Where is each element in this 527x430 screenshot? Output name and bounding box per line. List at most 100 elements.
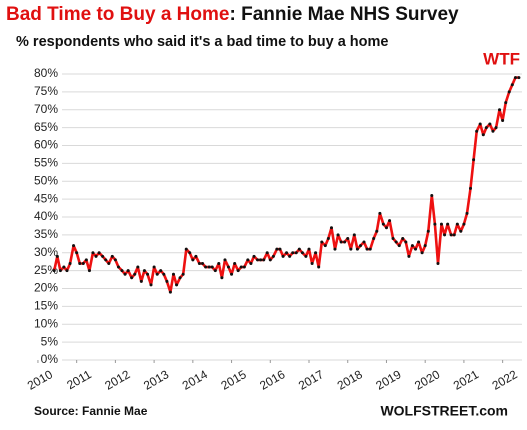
data-point xyxy=(410,244,414,248)
data-point xyxy=(501,118,505,122)
data-point xyxy=(149,283,153,287)
data-point xyxy=(91,251,95,255)
data-point xyxy=(55,254,59,258)
data-point xyxy=(75,251,79,255)
data-point xyxy=(168,290,172,294)
data-point xyxy=(184,247,188,251)
y-tick-label: 40% xyxy=(34,209,58,223)
data-point xyxy=(517,76,521,80)
annotation: WTF xyxy=(483,49,520,68)
y-tick-label: 30% xyxy=(34,245,58,259)
x-tick-label: 2022 xyxy=(490,367,520,393)
data-point xyxy=(133,272,137,276)
data-point xyxy=(494,126,498,130)
data-point xyxy=(65,269,69,273)
data-point xyxy=(462,222,466,226)
y-tick-label: 75% xyxy=(34,84,58,98)
y-tick-label: 45% xyxy=(34,191,58,205)
data-point xyxy=(97,251,101,255)
data-point xyxy=(388,219,392,223)
data-point xyxy=(152,265,156,269)
data-point xyxy=(349,247,353,251)
data-point xyxy=(329,226,333,230)
data-point xyxy=(155,272,159,276)
data-point xyxy=(113,258,117,262)
data-point xyxy=(320,240,324,244)
data-point xyxy=(62,265,66,269)
data-point xyxy=(478,122,482,126)
credit: WOLFSTREET.com xyxy=(380,403,508,419)
y-tick-label: 55% xyxy=(34,156,58,170)
data-point xyxy=(314,251,318,255)
data-point xyxy=(246,258,250,262)
data-point xyxy=(68,261,72,265)
data-point xyxy=(404,240,408,244)
data-point xyxy=(139,279,143,283)
data-point xyxy=(178,276,182,280)
data-point xyxy=(336,233,340,237)
data-point xyxy=(384,226,388,230)
data-point xyxy=(191,258,195,262)
data-point xyxy=(130,276,134,280)
data-point xyxy=(242,265,246,269)
data-point xyxy=(430,194,434,198)
data-point xyxy=(213,269,217,273)
data-point xyxy=(372,236,376,240)
data-point xyxy=(475,129,479,133)
data-point xyxy=(52,269,56,273)
data-point xyxy=(278,247,282,251)
data-point xyxy=(355,247,359,251)
data-point xyxy=(504,101,508,105)
data-point xyxy=(201,261,205,265)
y-tick-label: 50% xyxy=(34,173,58,187)
data-point xyxy=(233,261,237,265)
data-point xyxy=(468,186,472,190)
data-point xyxy=(510,83,514,87)
data-point xyxy=(110,254,114,258)
data-point xyxy=(465,211,469,215)
y-tick-label: 25% xyxy=(34,263,58,277)
data-point xyxy=(507,90,511,94)
data-point xyxy=(275,247,279,251)
data-point xyxy=(146,272,150,276)
data-point xyxy=(239,265,243,269)
data-point xyxy=(401,236,405,240)
data-point xyxy=(230,272,234,276)
data-point xyxy=(87,269,91,273)
data-point xyxy=(223,258,227,262)
data-point xyxy=(236,269,240,273)
data-point xyxy=(126,269,130,273)
data-point xyxy=(333,247,337,251)
y-tick-label: 15% xyxy=(34,299,58,313)
data-point xyxy=(365,247,369,251)
data-point xyxy=(488,122,492,126)
y-tick-label: 65% xyxy=(34,120,58,134)
data-point xyxy=(194,254,198,258)
data-point xyxy=(181,272,185,276)
data-point xyxy=(310,261,314,265)
data-point xyxy=(417,240,421,244)
y-tick-label: 60% xyxy=(34,138,58,152)
data-point xyxy=(175,283,179,287)
x-tick-label: 2016 xyxy=(257,367,287,393)
x-tick-label: 2020 xyxy=(412,367,442,393)
data-point xyxy=(397,244,401,248)
y-tick-label: 35% xyxy=(34,227,58,241)
data-point xyxy=(414,247,418,251)
data-point xyxy=(498,108,502,112)
data-point xyxy=(204,265,208,269)
data-point xyxy=(217,261,221,265)
data-point xyxy=(120,269,124,273)
data-point xyxy=(104,258,108,262)
data-point xyxy=(394,240,398,244)
data-point xyxy=(381,222,385,226)
data-point xyxy=(197,261,201,265)
data-point xyxy=(420,251,424,255)
data-point xyxy=(452,233,456,237)
data-point xyxy=(94,254,98,258)
data-point xyxy=(346,236,350,240)
data-point xyxy=(352,233,356,237)
data-point xyxy=(472,158,476,162)
data-point xyxy=(378,211,382,215)
